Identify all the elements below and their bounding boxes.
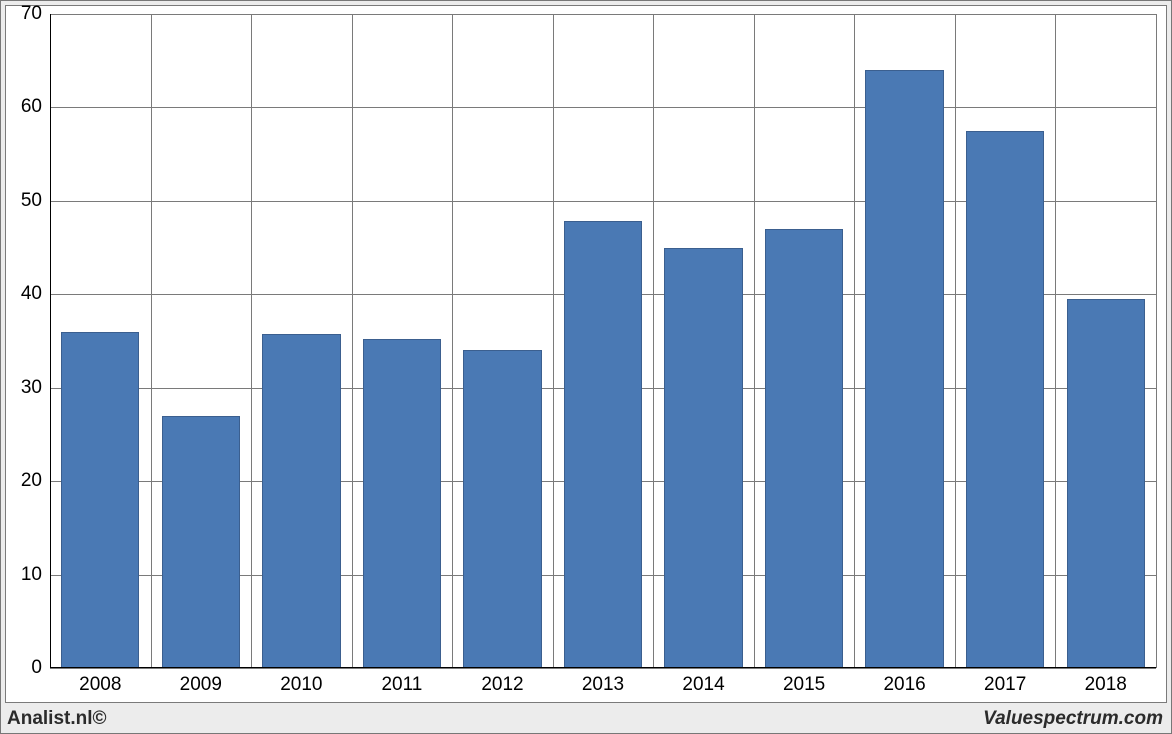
x-tick-label: 2011	[381, 674, 422, 696]
chart-frame: 0 10 20 30 40 50 60 70 2008 2009 2010 2011 2012 2013…	[5, 5, 1167, 703]
y-tick-label: 0	[6, 657, 42, 679]
y-tick-label: 30	[6, 377, 42, 399]
y-tick-label: 20	[6, 470, 42, 492]
gridline-vertical	[754, 14, 755, 668]
x-tick-label: 2008	[79, 674, 121, 696]
bar	[966, 131, 1044, 668]
gridline-vertical	[553, 14, 554, 668]
y-tick-label: 40	[6, 283, 42, 305]
bar	[363, 339, 441, 668]
y-tick-label: 70	[6, 3, 42, 25]
x-tick-label: 2018	[1085, 674, 1127, 696]
y-tick-label: 10	[6, 564, 42, 586]
x-axis-line	[50, 667, 1156, 668]
x-tick-label: 2009	[180, 674, 222, 696]
plot-area	[50, 14, 1156, 668]
gridline-vertical	[854, 14, 855, 668]
y-tick-label: 60	[6, 96, 42, 118]
bar	[262, 334, 340, 668]
footer-left-text: Analist.nl©	[7, 708, 107, 730]
x-tick-label: 2015	[783, 674, 825, 696]
x-tick-label: 2013	[582, 674, 624, 696]
bar	[865, 70, 943, 668]
x-tick-label: 2017	[984, 674, 1026, 696]
x-tick-label: 2014	[682, 674, 724, 696]
gridline-vertical	[1156, 14, 1157, 668]
gridline-vertical	[251, 14, 252, 668]
bar	[463, 350, 541, 668]
gridline-vertical	[151, 14, 152, 668]
y-tick-label: 50	[6, 190, 42, 212]
gridline-vertical	[955, 14, 956, 668]
x-tick-label: 2012	[481, 674, 523, 696]
gridline-vertical	[352, 14, 353, 668]
x-tick-label: 2010	[280, 674, 322, 696]
bar	[1067, 299, 1145, 668]
footer-right-text: Valuespectrum.com	[983, 708, 1163, 730]
gridline-vertical	[653, 14, 654, 668]
gridline-horizontal	[50, 668, 1156, 669]
bar	[61, 332, 139, 668]
bar	[162, 416, 240, 668]
bar	[765, 229, 843, 668]
y-axis-line	[50, 14, 51, 668]
gridline-horizontal	[50, 107, 1156, 108]
outer-frame: 0 10 20 30 40 50 60 70 2008 2009 2010 2011 2012 2013…	[0, 0, 1172, 734]
x-tick-label: 2016	[883, 674, 925, 696]
gridline-vertical	[1055, 14, 1056, 668]
bar	[664, 248, 742, 668]
bar	[564, 221, 642, 668]
gridline-horizontal	[50, 14, 1156, 15]
gridline-vertical	[452, 14, 453, 668]
